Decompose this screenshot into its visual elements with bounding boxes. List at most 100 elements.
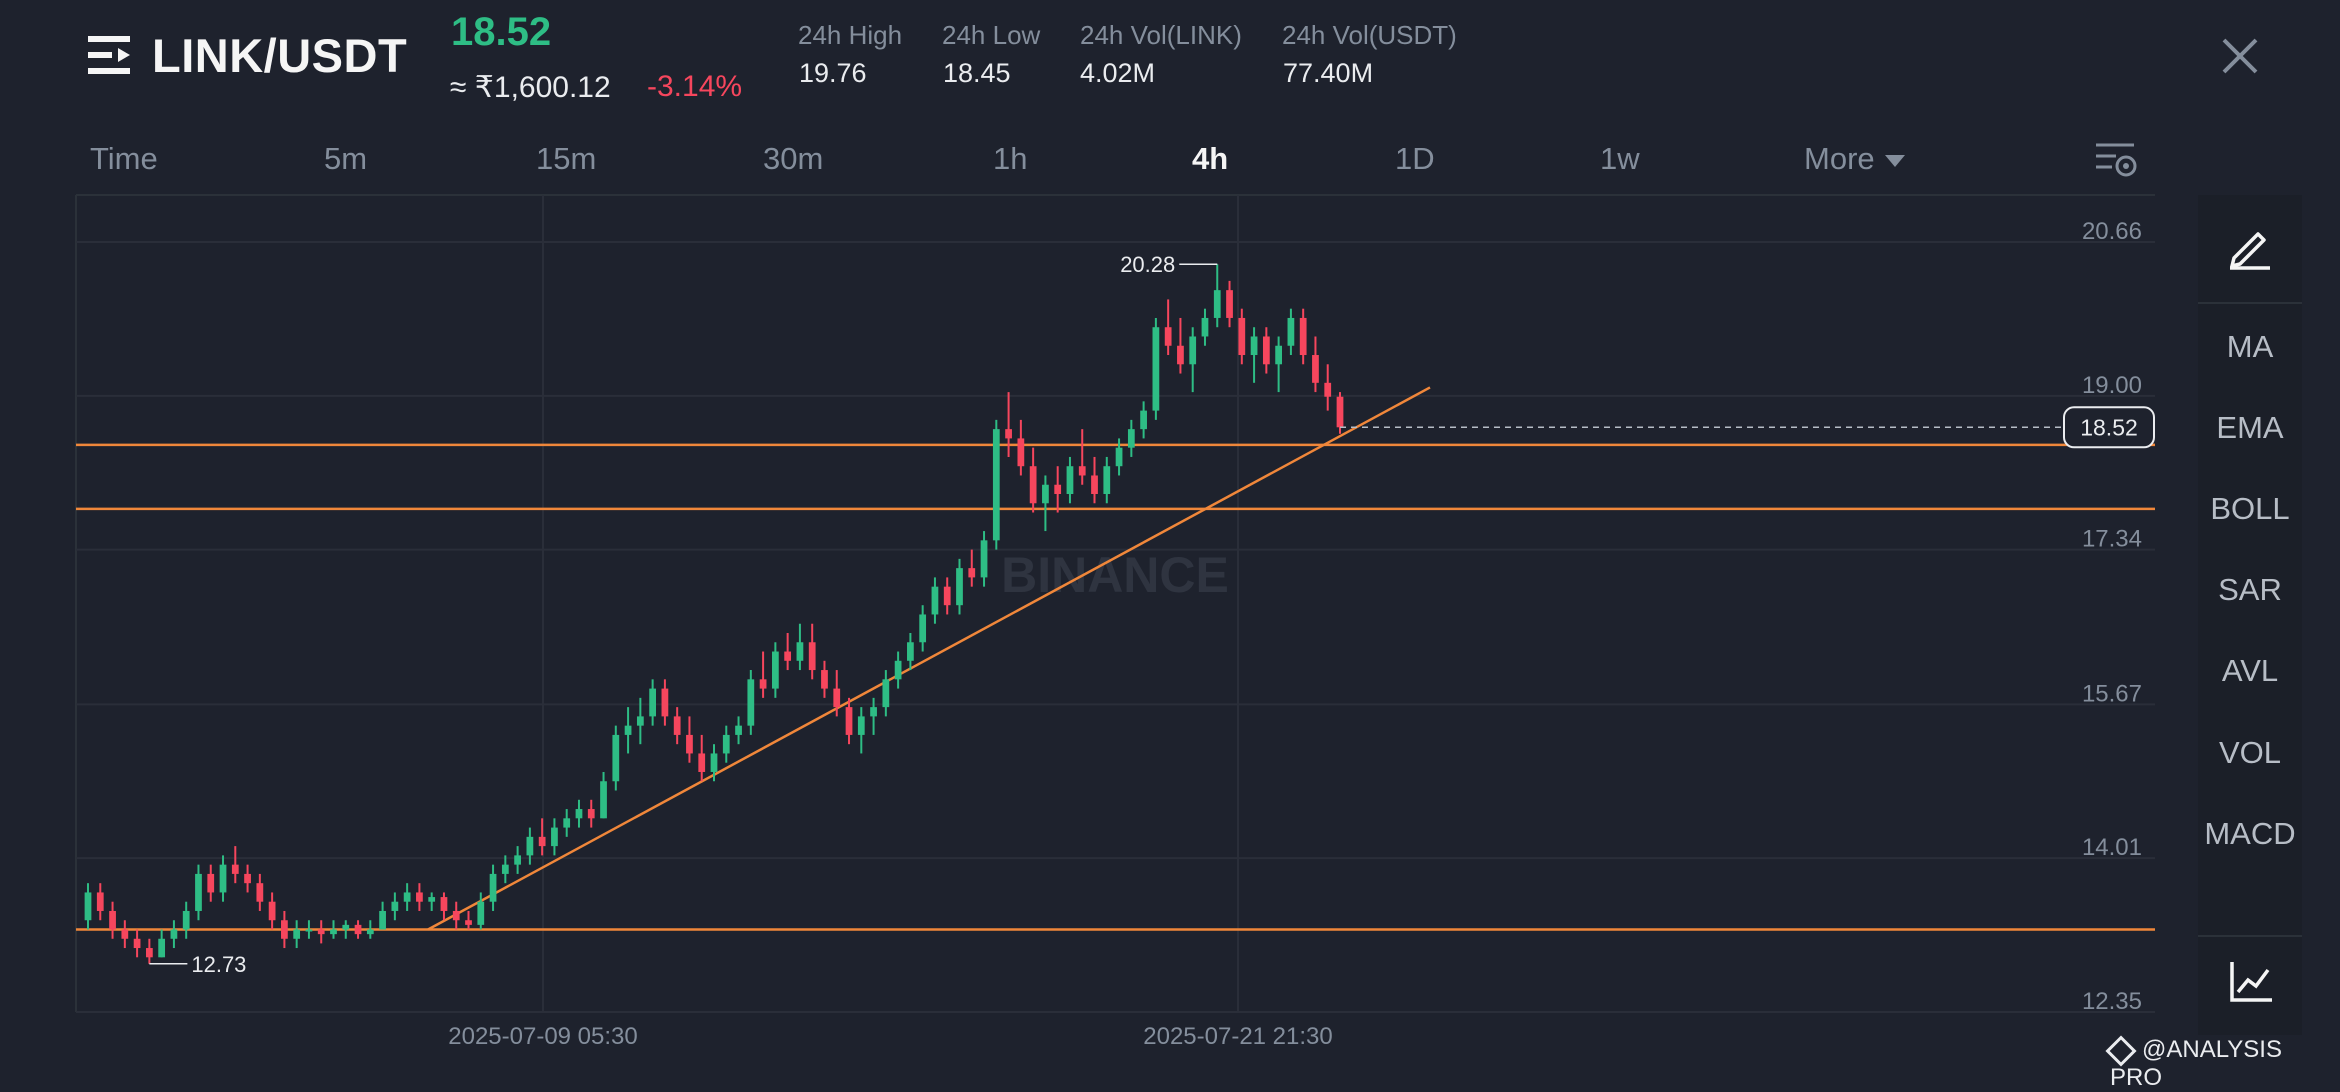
- indicator-boll[interactable]: BOLL: [2210, 491, 2290, 526]
- candle: [84, 892, 92, 921]
- watermark: @ANALYSIS PRO: [2105, 1035, 2340, 1092]
- caret-down-icon: [1884, 154, 1905, 167]
- candle: [956, 568, 963, 606]
- candle: [1029, 466, 1037, 504]
- candle: [354, 924, 362, 935]
- tab-15m[interactable]: 15m: [536, 141, 597, 176]
- low-marker-label: 12.73: [191, 952, 246, 977]
- y-tick-label: 14.01: [2082, 834, 2142, 861]
- candle: [710, 753, 718, 772]
- y-tick-label: 19.00: [2082, 372, 2142, 399]
- binance-logo-icon: [2105, 1035, 2137, 1067]
- candle: [366, 929, 374, 935]
- candle: [195, 873, 202, 911]
- tab-30m[interactable]: 30m: [763, 141, 824, 176]
- indicator-ema[interactable]: EMA: [2216, 410, 2284, 445]
- divider: [2198, 935, 2302, 937]
- stat-low-value: 18.45: [943, 58, 1011, 88]
- candle: [1054, 484, 1062, 495]
- candle: [551, 827, 558, 847]
- candle: [379, 910, 386, 930]
- current-price-label: 18.52: [2080, 414, 2138, 440]
- candle: [538, 836, 546, 847]
- menu-icon[interactable]: [86, 32, 132, 78]
- candle: [158, 938, 166, 958]
- candle: [1312, 355, 1319, 383]
- candle: [1177, 345, 1184, 365]
- candle: [649, 688, 657, 717]
- candle: [268, 901, 276, 921]
- tab-1d[interactable]: 1D: [1395, 141, 1435, 176]
- candle: [1042, 484, 1049, 504]
- candle: [759, 679, 767, 689]
- chart-settings-icon[interactable]: [2094, 140, 2138, 180]
- candle: [563, 818, 571, 828]
- candle: [305, 929, 313, 932]
- y-tick-label: 15.67: [2082, 680, 2142, 707]
- candle: [661, 688, 669, 717]
- trendline: [427, 386, 1431, 931]
- candle: [109, 910, 116, 930]
- tab-5m[interactable]: 5m: [324, 141, 368, 176]
- pencil-draw-icon[interactable]: [2226, 222, 2274, 270]
- tab-4h[interactable]: 4h: [1192, 141, 1229, 176]
- y-tick-label: 17.34: [2082, 526, 2142, 553]
- tab-1h[interactable]: 1h: [993, 141, 1028, 176]
- candle: [870, 707, 877, 717]
- candle: [784, 651, 792, 661]
- tab-1w[interactable]: 1w: [1600, 141, 1640, 176]
- candle: [1005, 429, 1012, 439]
- close-icon[interactable]: [2218, 34, 2262, 78]
- candle: [698, 753, 706, 772]
- indicator-vol[interactable]: VOL: [2218, 735, 2282, 770]
- candle: [1324, 382, 1332, 397]
- candle: [1164, 327, 1172, 346]
- candle: [1275, 345, 1283, 365]
- candle: [342, 924, 350, 930]
- candle: [796, 642, 804, 661]
- indicator-ma[interactable]: MA: [2226, 329, 2274, 364]
- candle: [1201, 317, 1209, 337]
- candle: [1103, 466, 1111, 495]
- candle: [1299, 317, 1307, 356]
- candle: [968, 568, 976, 578]
- candle: [612, 734, 620, 782]
- candle: [1127, 429, 1135, 448]
- candle: [1078, 466, 1086, 476]
- candle: [735, 725, 742, 735]
- tab-time[interactable]: Time: [90, 141, 158, 176]
- candle: [330, 929, 337, 935]
- candle: [992, 429, 1000, 541]
- candle: [857, 716, 865, 735]
- candle: [1152, 327, 1160, 411]
- indicator-panel: [2198, 195, 2302, 1035]
- indicator-avl[interactable]: AVL: [2221, 653, 2279, 688]
- candle: [96, 892, 104, 911]
- chart-type-icon[interactable]: [2228, 958, 2274, 1004]
- tab-more[interactable]: More: [1804, 141, 1905, 177]
- candle: [231, 864, 239, 874]
- last-price: 18.52: [451, 10, 552, 54]
- candle: [1336, 396, 1344, 428]
- candle: [1226, 290, 1233, 318]
- y-tick-label: 20.66: [2082, 218, 2142, 245]
- candle: [182, 910, 190, 930]
- candle: [317, 929, 325, 935]
- pair-title[interactable]: LINK/USDT: [152, 29, 408, 82]
- indicator-macd[interactable]: MACD: [2204, 816, 2296, 851]
- y-tick-label: 12.35: [2082, 988, 2142, 1015]
- watermark-text: @ANALYSIS PRO: [2110, 1036, 2282, 1091]
- candle: [133, 938, 141, 949]
- stat-low-label: 24h Low: [942, 20, 1041, 50]
- candle: [1091, 475, 1098, 495]
- candle: [882, 679, 890, 708]
- indicator-sar[interactable]: SAR: [2218, 572, 2282, 607]
- candle: [600, 781, 607, 819]
- candle: [293, 929, 301, 939]
- candle: [452, 910, 460, 921]
- candle: [1140, 410, 1147, 430]
- candle: [1017, 438, 1025, 467]
- candle: [1213, 290, 1221, 318]
- candle: [919, 614, 927, 643]
